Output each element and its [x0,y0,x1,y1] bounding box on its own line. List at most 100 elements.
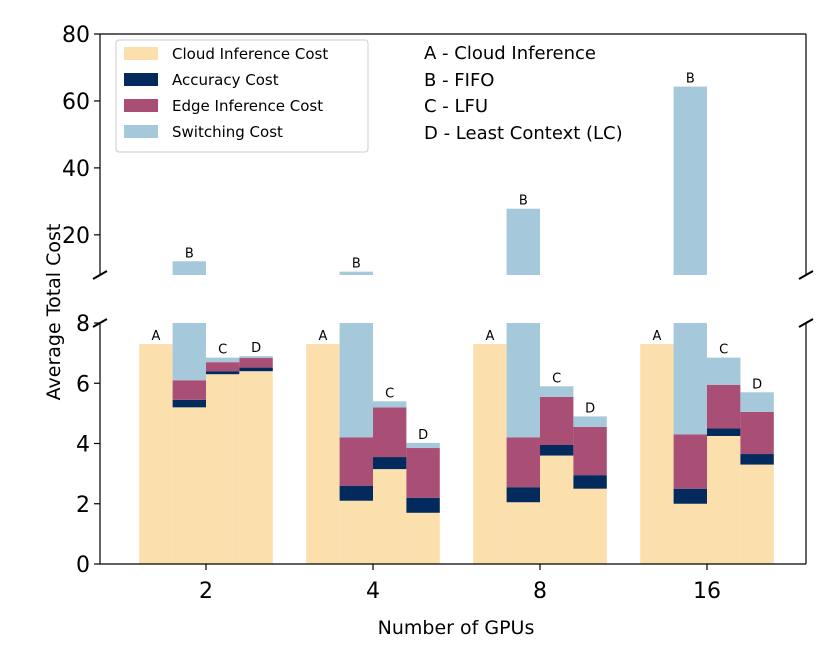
bar-segment [339,271,373,275]
bar-method-label: A [485,329,494,344]
bar-segment [506,502,540,564]
bar-segment [573,475,607,489]
axis-break-marks [92,270,814,328]
bar-segment [540,455,574,564]
legend-swatch [124,47,158,60]
bar-segment [239,356,273,358]
break-mark [798,270,814,280]
bar-segment [707,357,741,385]
bar-segment [373,407,407,458]
y-axis-label: Average Total Cost [43,224,65,401]
method-legend-item: C - LFU [424,96,488,117]
bar-method-label: D [418,428,428,443]
bar-segment [306,344,340,564]
bar-method-label: D [585,401,595,416]
legend-label: Edge Inference Cost [172,97,323,115]
legend-label: Switching Cost [172,123,283,141]
legend-swatch [124,99,158,112]
bar-method-label: B [352,257,361,272]
bar-method-label: B [686,72,695,87]
x-tick-label: 8 [533,579,547,604]
bar-segment [473,344,507,564]
legend-label: Cloud Inference Cost [172,45,328,63]
bar-segment [673,503,707,564]
bar-segment [239,367,273,372]
bar-method-label: C [552,371,561,386]
bar-segment [406,442,440,449]
bar-segment [339,323,373,438]
bar-segment [573,416,607,427]
y-tick-label: 80 [62,23,90,48]
x-tick-label: 2 [199,579,213,604]
x-ticks: 2 4 8 16 [199,564,721,604]
bar-segment [206,374,240,564]
method-legend-item: B - FIFO [424,70,494,91]
bar-labels-layer: A B C D A B C D A B C D A B C D [151,72,762,443]
bar-segment [373,401,407,408]
bar-segment [172,407,206,564]
x-axis-label: Number of GPUs [378,617,535,639]
y-ticks: 0 2 4 6 8 20 40 60 80 [62,23,100,578]
y-tick-label: 40 [62,157,90,182]
bar-segment [172,399,206,408]
x-tick-label: 16 [693,579,721,604]
bar-segment [506,208,540,275]
bar-segment [172,261,206,275]
break-mark [798,318,814,328]
bar-segment [373,469,407,564]
bar-segment [206,362,240,372]
bar-segment [740,464,774,564]
bar-segment [707,428,741,436]
y-tick-label: 0 [76,553,90,578]
bar-segment [239,371,273,564]
bar-segment [506,487,540,503]
bar-method-label: D [752,377,762,392]
legend-swatch [124,73,158,86]
method-legend-item: D - Least Context (LC) [424,123,623,144]
y-tick-label: 20 [62,224,90,249]
bar-segment [673,86,707,275]
bar-method-label: B [519,194,528,209]
bar-segment [339,437,373,486]
bar-segment [206,357,240,363]
bar-segment [540,386,574,397]
y-tick-label: 2 [76,493,90,518]
bar-segment [573,488,607,564]
bar-method-label: A [151,329,160,344]
x-tick-label: 4 [366,579,380,604]
bar-segment [373,457,407,470]
y-tick-label: 4 [76,433,90,458]
bar-segment [339,500,373,564]
y-tick-label: 8 [76,312,90,337]
bar-segment [540,445,574,456]
legend-frame [115,39,369,153]
bar-segment [573,426,607,476]
bar-method-label: A [318,329,327,344]
bar-segment [740,411,774,455]
bar-segment [640,344,674,564]
bar-method-label: A [652,329,661,344]
bar-segment [406,448,440,498]
bar-method-label: C [218,343,227,358]
bar-segment [206,371,240,375]
y-tick-label: 60 [62,90,90,115]
legend-label: Accuracy Cost [172,71,279,89]
method-legend-item: A - Cloud Inference [424,43,596,64]
y-tick-label: 6 [76,372,90,397]
legend-swatch [124,125,158,138]
bar-method-label: C [719,343,728,358]
bar-segment [707,435,741,564]
bar-segment [239,357,273,368]
method-legend: A - Cloud Inference B - FIFO C - LFU D -… [424,43,623,144]
bar-segment [172,380,206,400]
bar-method-label: C [385,386,394,401]
break-mark [92,270,108,280]
bar-segment [172,323,206,381]
bar-segment [740,392,774,412]
bar-segment [707,384,741,429]
bar-segment [740,454,774,465]
bar-segment [406,512,440,564]
bars-layer [139,86,774,564]
bar-method-label: B [185,246,194,261]
